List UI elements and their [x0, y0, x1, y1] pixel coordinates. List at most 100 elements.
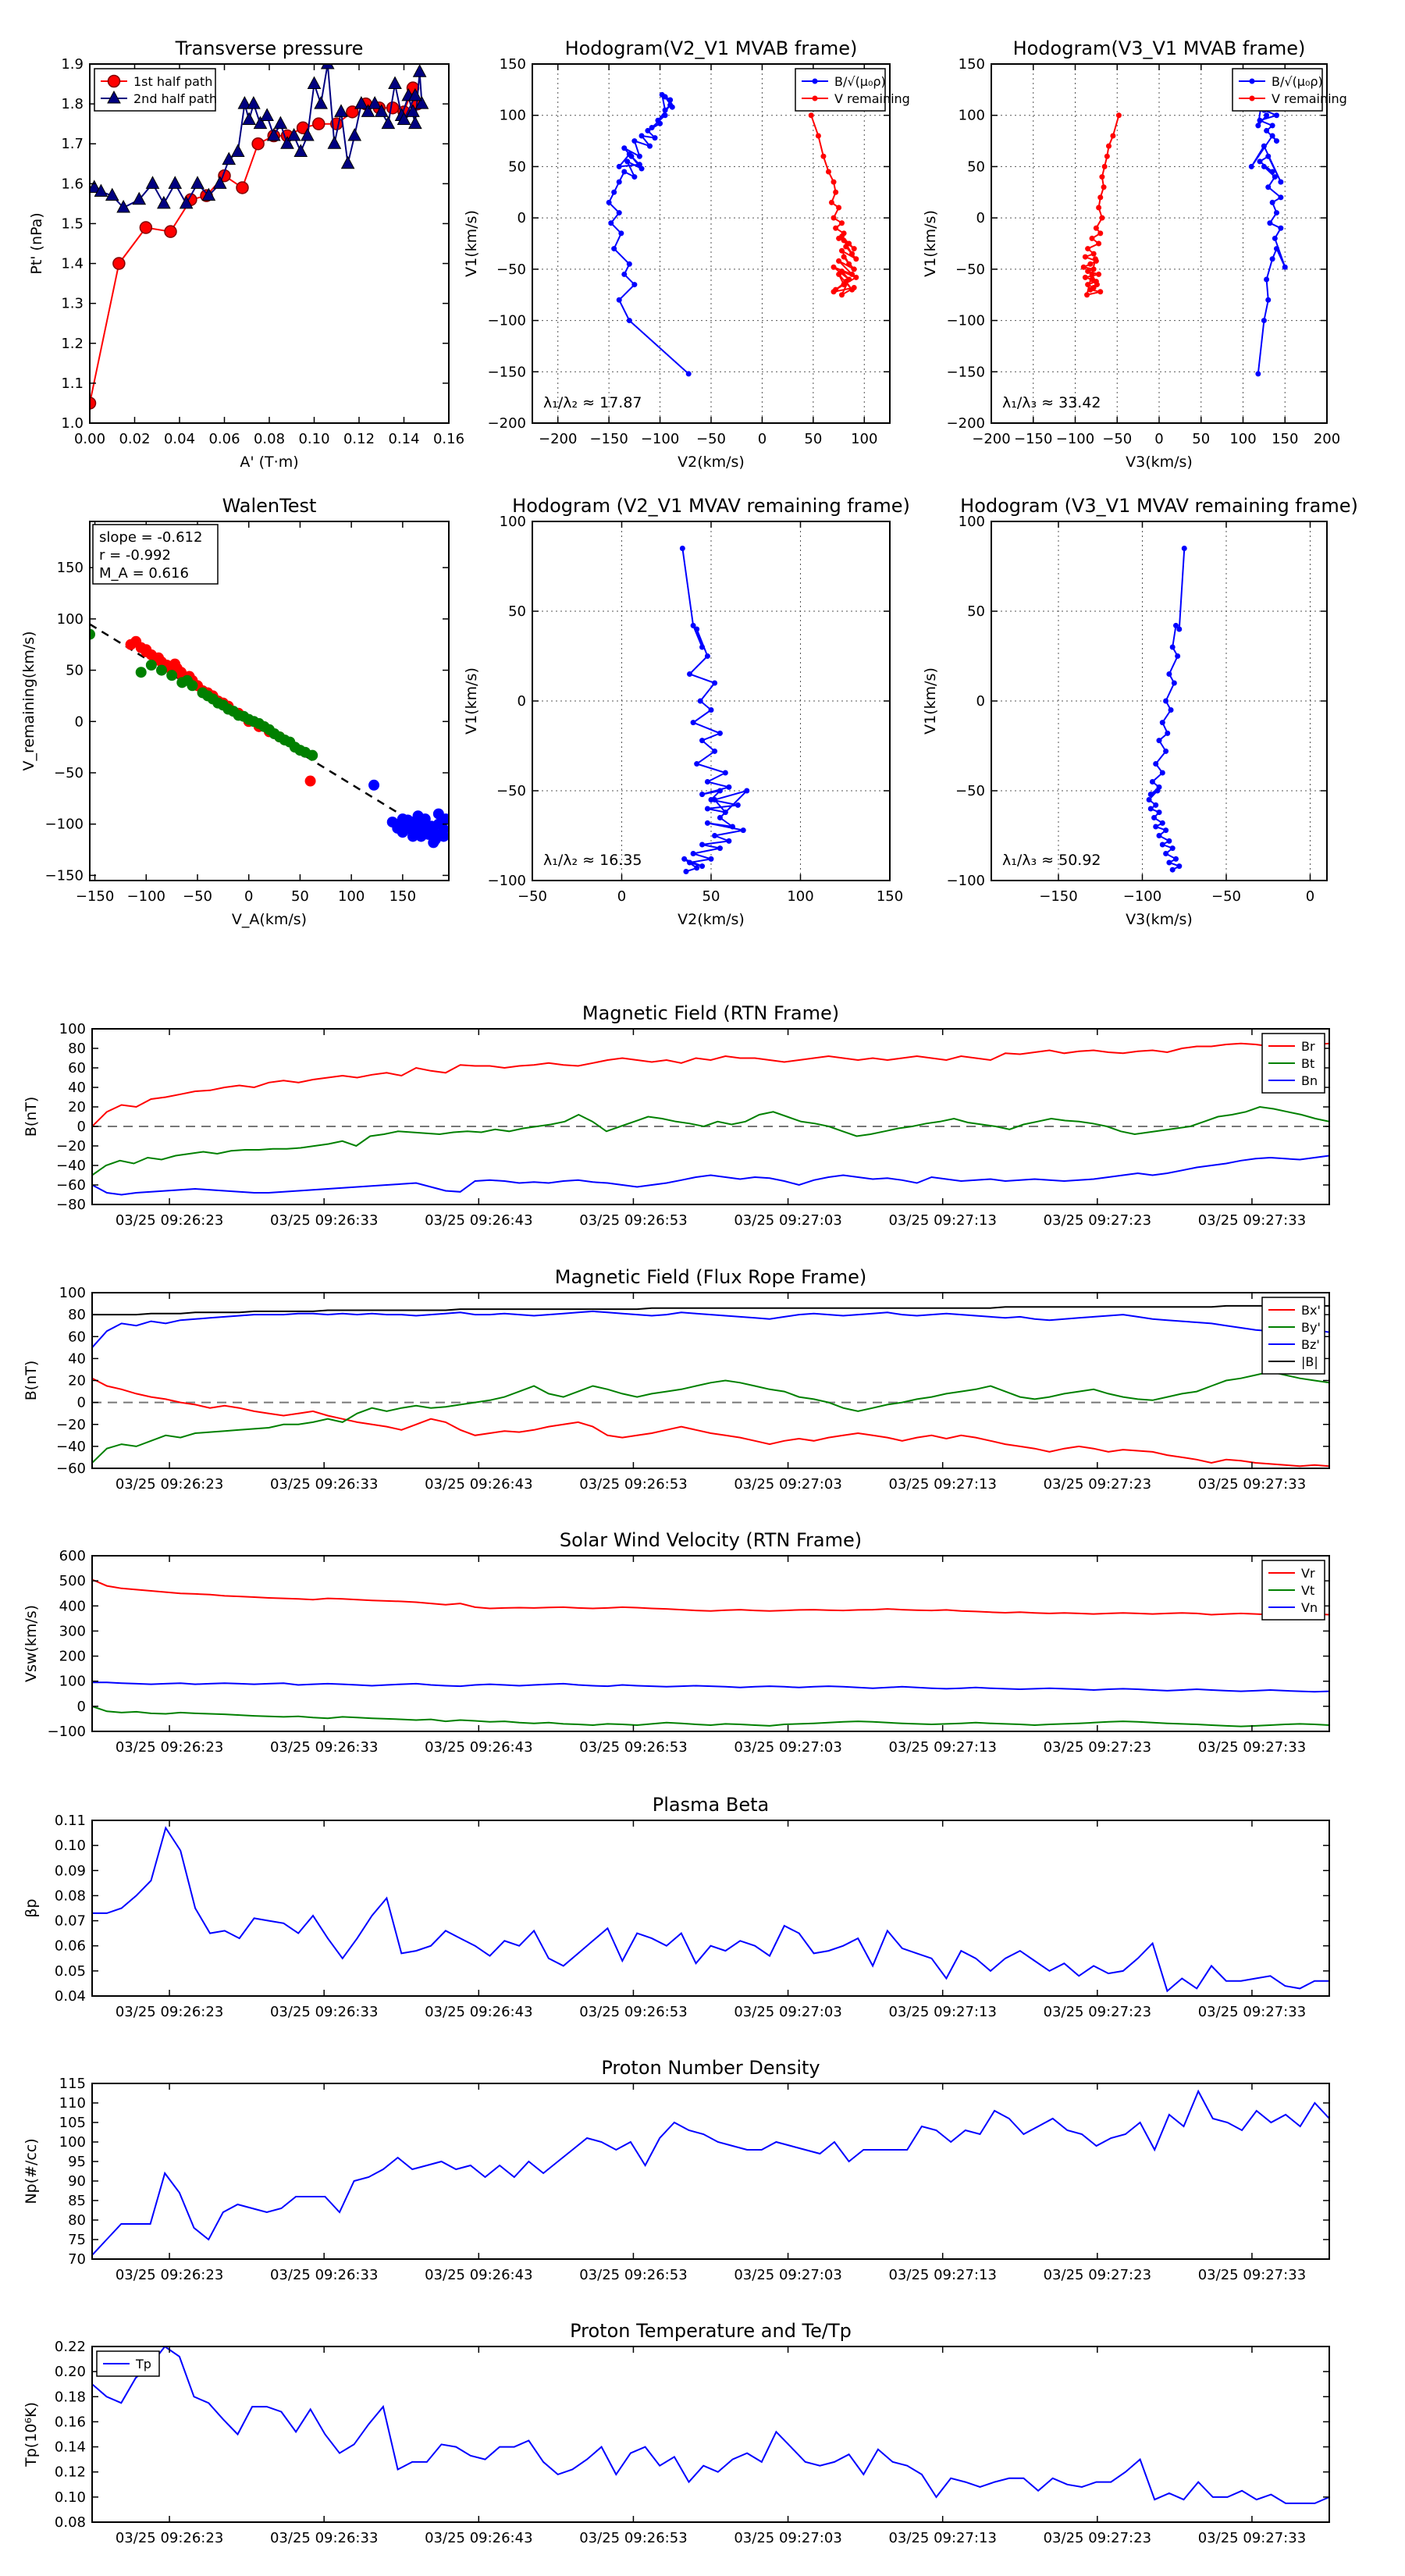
walen-test-point-2-24 — [438, 831, 449, 842]
magnetic-field-flux-rope-ytick-label-0: −60 — [56, 1461, 86, 1477]
transverse-pressure-point-1-42 — [414, 96, 429, 109]
proton-temperature-ytick-label-4: 0.16 — [55, 2414, 86, 2430]
hodogram-v3v1-mvav-point-0-6 — [1171, 680, 1177, 686]
hodogram-v2v1-mvab-legend-frame — [795, 68, 886, 112]
hodogram-v2v1-mvab-point-1-25 — [849, 271, 855, 277]
hodogram-v2v1-mvab-point-0-33 — [662, 107, 668, 113]
magnetic-field-flux-rope-series-2 — [92, 1310, 1329, 1348]
hodogram-v3v1-mvav-point-0-24 — [1159, 820, 1165, 826]
magnetic-field-rtn-line-2 — [92, 1155, 1329, 1196]
hodogram-v2v1-mvab-point-1-10 — [833, 225, 839, 231]
proton-temperature-ytick-label-2: 0.12 — [55, 2464, 86, 2481]
hodogram-v2v1-mvav-point-0-8 — [708, 707, 714, 713]
hodogram-v3v1-mvab-xtick-label-8: 200 — [1314, 431, 1340, 447]
hodogram-v3v1-mvab-legend-frame — [1232, 68, 1323, 112]
hodogram-v3v1-mvav-title: Hodogram (V3_V1 MVAV remaining frame) — [960, 495, 1358, 517]
hodogram-v2v1-mvav-point-0-28 — [740, 827, 746, 834]
hodogram-v3v1-mvab-point-1-30 — [1084, 292, 1090, 298]
hodogram-v2v1-mvab-point-0-16 — [638, 165, 645, 172]
hodogram-v2v1-mvav-point-0-21 — [704, 806, 710, 812]
magnetic-field-flux-rope-ytick-label-3: 0 — [77, 1395, 86, 1411]
hodogram-v3v1-mvab-point-1-16 — [1082, 254, 1088, 260]
walen-test-point-2-26 — [422, 822, 434, 834]
walen-test-textbox-line-2: M_A = 0.616 — [99, 565, 189, 582]
hodogram-v2v1-mvab-point-1-22 — [841, 254, 847, 260]
hodogram-v2v1-mvab-point-0-23 — [631, 138, 638, 144]
transverse-pressure-legend-marker-1 — [107, 90, 121, 104]
transverse-pressure-point-1-33 — [361, 104, 375, 117]
solar-wind-velocity-ytick-label-0: −100 — [48, 1724, 86, 1740]
transverse-pressure-point-1-5 — [145, 176, 160, 189]
hodogram-v3v1-mvab-point-1-11 — [1097, 230, 1104, 237]
hodogram-v3v1-mvab-point-1-9 — [1099, 215, 1105, 221]
proton-number-density-title: Proton Number Density — [601, 2057, 820, 2079]
hodogram-v3v1-mvab-point-0-18 — [1265, 153, 1272, 159]
hodogram-v2v1-mvav-point-0-16 — [726, 784, 732, 790]
hodogram-v2v1-mvav-title: Hodogram (V2_V1 MVAV remaining frame) — [512, 495, 910, 517]
hodogram-v2v1-mvav-point-0-22 — [722, 809, 728, 816]
walen-test-point-1-26 — [274, 731, 286, 742]
magnetic-field-flux-rope-ytick-label-8: 100 — [59, 1285, 86, 1301]
hodogram-v2v1-mvav-point-0-4 — [704, 653, 710, 659]
magnetic-field-flux-rope-xtick-label-5: 03/25 09:27:13 — [888, 1476, 996, 1493]
proton-temperature-title: Proton Temperature and Te/Tp — [570, 2320, 852, 2342]
hodogram-v3v1-mvab-ytick-label-2: −100 — [947, 313, 985, 329]
proton-number-density-xtick-label-6: 03/25 09:27:23 — [1044, 2267, 1151, 2283]
transverse-pressure-point-1-18 — [260, 108, 274, 121]
magnetic-field-flux-rope-title: Magnetic Field (Flux Rope Frame) — [555, 1266, 866, 1288]
hodogram-v3v1-mvav-ytick-label-4: 100 — [959, 514, 985, 530]
transverse-pressure-point-1-7 — [168, 176, 183, 189]
plasma-beta-ytick-label-6: 0.10 — [55, 1838, 86, 1854]
hodogram-v3v1-mvab-ytick-label-3: −50 — [955, 262, 985, 278]
plasma-beta-xtick-label-4: 03/25 09:27:03 — [734, 2004, 841, 2020]
proton-number-density-xtick-label-4: 03/25 09:27:03 — [734, 2267, 841, 2283]
hodogram-v3v1-mvav-point-0-10 — [1165, 730, 1171, 736]
hodogram-v2v1-mvav-xtick-label-4: 150 — [877, 888, 903, 905]
solar-wind-velocity-xtick-label-5: 03/25 09:27:13 — [888, 1739, 996, 1756]
hodogram-v2v1-mvab-point-0-26 — [652, 135, 658, 141]
walen-test-point-1-4 — [166, 670, 178, 681]
transverse-pressure-xtick-label-0: 0.00 — [74, 431, 105, 447]
hodogram-v3v1-mvav-point-0-20 — [1153, 802, 1159, 808]
hodogram-v3v1-mvav-point-0-12 — [1163, 748, 1169, 754]
walen-test-frame — [89, 521, 450, 881]
hodogram-v2v1-mvav-point-0-33 — [690, 851, 696, 856]
solar-wind-velocity-line-1 — [92, 1705, 1329, 1727]
hodogram-v2v1-mvab-point-0-3 — [631, 282, 638, 288]
transverse-pressure-point-1-41 — [412, 64, 427, 77]
hodogram-v2v1-mvab-point-0-22 — [636, 153, 642, 159]
magnetic-field-rtn-xtick-label-3: 03/25 09:26:53 — [579, 1212, 687, 1229]
hodogram-v3v1-mvav-ylabel: V1(km/s) — [922, 667, 939, 735]
hodogram-v2v1-mvav-point-0-26 — [729, 824, 735, 830]
magnetic-field-rtn-title: Magnetic Field (RTN Frame) — [582, 1002, 839, 1024]
hodogram-v2v1-mvav-point-0-37 — [681, 856, 688, 862]
magnetic-field-flux-rope-legend-label-0: Bx' — [1301, 1303, 1321, 1318]
hodogram-v3v1-mvav-point-0-35 — [1169, 866, 1176, 873]
hodogram-v2v1-mvab-point-0-35 — [667, 97, 674, 103]
plasma-beta-xtick-label-3: 03/25 09:26:53 — [579, 2004, 687, 2020]
hodogram-v3v1-mvab-point-1-5 — [1099, 174, 1105, 180]
proton-temperature-ylabel: Tp(10⁶K) — [23, 2402, 40, 2467]
hodogram-v2v1-mvab-point-1-7 — [836, 205, 842, 211]
hodogram-v2v1-mvab-point-0-29 — [649, 124, 655, 130]
transverse-pressure-ytick-label-7: 1.7 — [61, 136, 84, 152]
proton-temperature-panel: Proton Temperature and Te/Tp 03/25 09:26:… — [23, 2320, 1330, 2546]
hodogram-v2v1-mvab-point-0-11 — [611, 189, 617, 195]
magnetic-field-rtn-line-0 — [92, 1042, 1329, 1127]
transverse-pressure-ytick-label-3: 1.3 — [61, 296, 84, 312]
hodogram-v2v1-mvab-point-1-18 — [843, 244, 849, 250]
transverse-pressure-line-0 — [90, 85, 418, 404]
magnetic-field-flux-rope-ytick-label-1: −40 — [56, 1439, 86, 1455]
hodogram-v3v1-mvab-point-0-13 — [1265, 184, 1272, 190]
hodogram-v3v1-mvav-point-0-1 — [1176, 626, 1183, 632]
hodogram-v2v1-mvab-xtick-label-5: 50 — [804, 431, 822, 447]
magnetic-field-flux-rope-line-3 — [92, 1304, 1329, 1316]
hodogram-v3v1-mvav-xtick-label-2: −50 — [1211, 888, 1241, 905]
hodogram-v3v1-mvab-xtick-label-6: 100 — [1229, 431, 1256, 447]
solar-wind-velocity-panel: Solar Wind Velocity (RTN Frame) 03/25 09:… — [23, 1529, 1330, 1756]
hodogram-v3v1-mvav-point-0-13 — [1153, 761, 1159, 767]
hodogram-v3v1-mvab-point-0-22 — [1269, 133, 1275, 139]
plasma-beta-xtick-label-6: 03/25 09:27:23 — [1044, 2004, 1151, 2020]
proton-number-density-ytick-label-1: 75 — [68, 2232, 86, 2248]
